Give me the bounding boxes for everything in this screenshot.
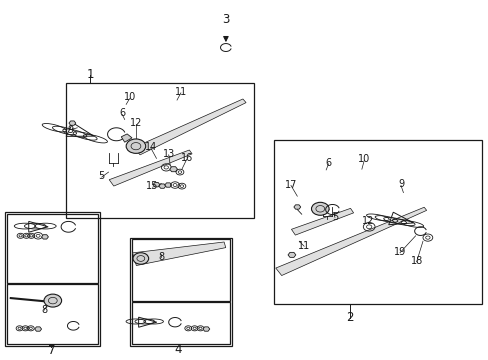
Polygon shape	[293, 205, 300, 209]
Polygon shape	[287, 252, 295, 257]
Text: 8: 8	[41, 305, 47, 315]
Text: 10: 10	[357, 154, 370, 164]
Polygon shape	[291, 208, 353, 235]
Text: 5: 5	[331, 212, 337, 222]
Text: 13: 13	[162, 149, 175, 159]
Bar	[132, 239, 229, 301]
Polygon shape	[41, 235, 48, 239]
Text: 4: 4	[174, 343, 182, 356]
Bar	[66, 83, 254, 218]
Text: 6: 6	[119, 108, 125, 118]
Text: 14: 14	[144, 142, 157, 152]
Polygon shape	[134, 99, 245, 155]
Text: 6: 6	[325, 158, 331, 168]
Text: 11: 11	[297, 240, 310, 251]
Circle shape	[311, 202, 328, 215]
Text: 2: 2	[345, 311, 353, 324]
Circle shape	[44, 294, 61, 307]
Text: 8: 8	[158, 252, 164, 262]
Polygon shape	[132, 242, 225, 266]
Polygon shape	[109, 150, 192, 186]
Bar	[5, 212, 100, 346]
Text: 19: 19	[393, 247, 406, 257]
Circle shape	[126, 139, 145, 153]
Text: 17: 17	[284, 180, 297, 190]
Bar	[129, 238, 232, 346]
Bar	[7, 284, 98, 344]
Text: 11: 11	[174, 87, 187, 97]
Polygon shape	[153, 183, 160, 187]
Bar	[273, 140, 481, 304]
Text: 18: 18	[409, 256, 422, 266]
Polygon shape	[275, 207, 426, 275]
Polygon shape	[164, 183, 171, 187]
Text: 9: 9	[397, 179, 403, 189]
Polygon shape	[69, 121, 76, 125]
Polygon shape	[121, 134, 132, 142]
Text: 12: 12	[129, 118, 142, 128]
Circle shape	[133, 253, 148, 264]
Text: 12: 12	[361, 216, 374, 226]
Polygon shape	[203, 327, 209, 331]
Polygon shape	[35, 327, 41, 331]
Text: 1: 1	[86, 68, 94, 81]
Text: 3: 3	[222, 13, 229, 26]
Text: 15: 15	[146, 181, 159, 192]
Text: 9: 9	[68, 125, 74, 135]
Polygon shape	[169, 167, 177, 172]
Text: 10: 10	[123, 92, 136, 102]
Polygon shape	[159, 184, 165, 188]
Bar	[7, 214, 98, 283]
Text: 16: 16	[180, 153, 193, 163]
Text: 5: 5	[99, 171, 104, 181]
Text: 7: 7	[47, 345, 55, 357]
Bar	[132, 302, 229, 344]
